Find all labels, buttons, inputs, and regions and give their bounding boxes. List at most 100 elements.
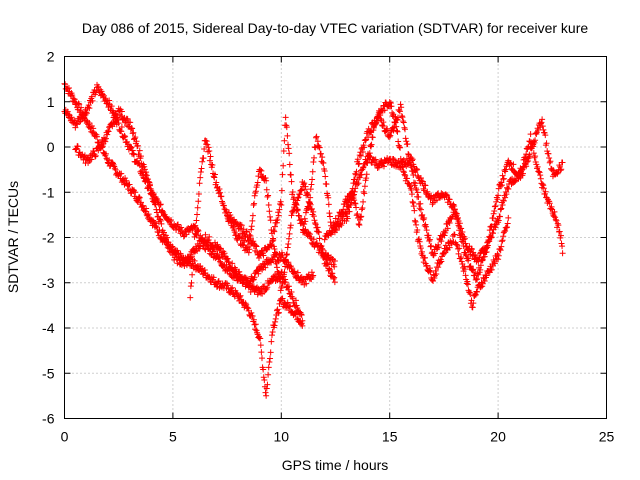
- data-point: [351, 188, 358, 195]
- data-point: [127, 143, 134, 150]
- x-tick-labels: 0 5 10 15 20 25: [61, 429, 615, 445]
- data-point: [301, 221, 308, 228]
- data-point: [145, 211, 152, 218]
- data-point: [216, 185, 223, 192]
- y-tick-label: -5: [42, 365, 55, 381]
- data-point: [263, 392, 270, 399]
- data-point: [532, 130, 539, 137]
- data-point: [241, 232, 248, 239]
- data-point: [81, 114, 88, 121]
- data-point: [515, 175, 522, 182]
- data-point: [241, 275, 248, 282]
- data-point: [331, 263, 338, 270]
- data-point: [538, 119, 545, 126]
- data-point: [215, 255, 222, 262]
- data-point: [456, 245, 463, 252]
- data-point: [497, 213, 504, 220]
- data-point: [292, 297, 299, 304]
- data-point: [240, 226, 247, 233]
- data-point: [227, 212, 234, 219]
- data-point: [134, 142, 141, 149]
- data-point: [130, 150, 137, 157]
- data-point: [270, 227, 277, 234]
- data-point: [412, 180, 419, 187]
- data-point: [416, 205, 423, 212]
- data-point: [163, 238, 170, 245]
- data-point: [222, 206, 229, 213]
- data-point: [507, 160, 514, 167]
- data-point: [273, 264, 280, 271]
- data-point: [474, 288, 481, 295]
- data-point: [525, 144, 532, 151]
- data-point: [346, 208, 353, 215]
- data-point: [419, 211, 426, 218]
- data-point: [202, 137, 209, 144]
- data-point: [265, 371, 272, 378]
- data-point: [548, 203, 555, 210]
- data-point: [381, 107, 388, 114]
- data-point: [452, 211, 459, 218]
- data-point: [73, 120, 80, 127]
- data-point: [218, 193, 225, 200]
- data-point: [269, 329, 276, 336]
- data-point: [250, 316, 257, 323]
- data-point: [460, 236, 467, 243]
- x-tick-label: 20: [490, 429, 506, 445]
- data-point: [309, 168, 316, 175]
- data-point: [306, 199, 313, 206]
- data-point: [308, 181, 315, 188]
- data-point: [192, 225, 199, 232]
- data-point: [201, 145, 208, 152]
- data-point: [557, 232, 564, 239]
- data-point: [102, 135, 109, 142]
- data-point: [284, 244, 291, 251]
- data-point: [275, 257, 282, 264]
- data-point: [130, 129, 137, 136]
- data-point: [209, 161, 216, 168]
- data-point: [372, 156, 379, 163]
- data-point: [314, 138, 321, 145]
- data-point: [481, 278, 488, 285]
- data-point: [552, 216, 559, 223]
- data-point: [194, 211, 201, 218]
- data-point: [493, 198, 500, 205]
- data-point: [495, 217, 502, 224]
- data-point: [295, 194, 302, 201]
- data-point: [236, 225, 243, 232]
- data-point: [278, 283, 285, 290]
- data-point: [539, 116, 546, 123]
- data-point: [285, 145, 292, 152]
- data-point: [158, 220, 165, 227]
- data-point: [299, 317, 306, 324]
- data-point: [504, 224, 511, 231]
- data-point: [390, 156, 397, 163]
- series-trace-1: [61, 80, 306, 399]
- data-point: [241, 238, 248, 245]
- data-point: [244, 278, 251, 285]
- data-point: [348, 199, 355, 206]
- data-point: [424, 188, 431, 195]
- data-point: [285, 235, 292, 242]
- data-point: [283, 251, 290, 258]
- data-point: [444, 225, 451, 232]
- data-point: [299, 226, 306, 233]
- data-point: [360, 198, 367, 205]
- data-point: [475, 258, 482, 265]
- data-point: [238, 222, 245, 229]
- data-point: [461, 263, 468, 270]
- data-point: [421, 222, 428, 229]
- data-point: [535, 168, 542, 175]
- data-point: [205, 144, 212, 151]
- data-point: [454, 242, 461, 249]
- data-point: [118, 108, 125, 115]
- data-point: [68, 114, 75, 121]
- data-point: [498, 238, 505, 245]
- data-point: [363, 175, 370, 182]
- data-point: [469, 252, 476, 259]
- data-point: [123, 177, 130, 184]
- data-point: [386, 99, 393, 106]
- data-point: [451, 231, 458, 238]
- series-trace-2: [61, 81, 317, 290]
- data-point: [330, 275, 337, 282]
- data-point: [481, 253, 488, 260]
